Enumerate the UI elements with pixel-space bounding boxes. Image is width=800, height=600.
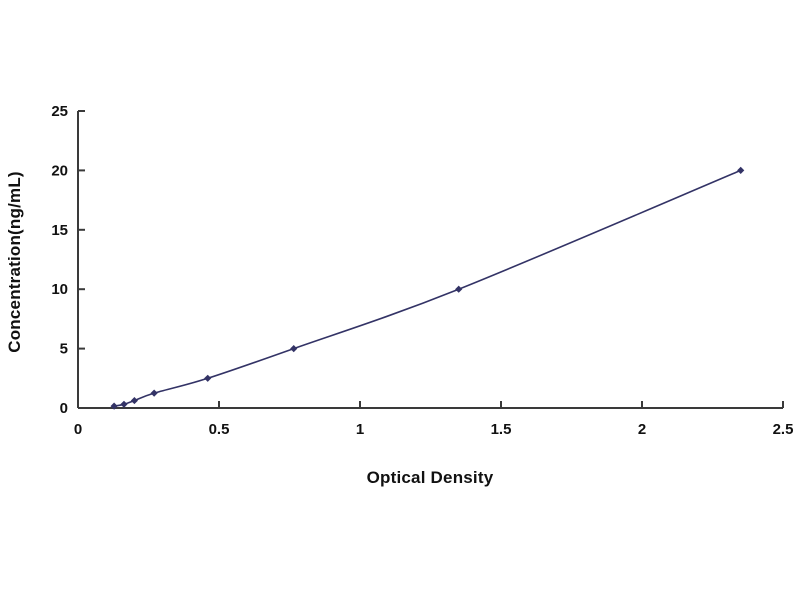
data-point-marker (130, 396, 138, 405)
data-point-marker (737, 166, 745, 174)
data-series-layer (110, 166, 745, 410)
x-axis-tick-labels: 0 0.5 1 1.5 2 2.5 (74, 421, 794, 438)
series-line (113, 169, 742, 407)
axis-lines (77, 111, 783, 409)
x-tick-label: 0.5 (209, 421, 230, 438)
data-point-marker (290, 345, 298, 353)
x-tick-label: 1 (356, 421, 364, 438)
y-axis-tick-labels: 0 5 10 15 20 25 (51, 103, 68, 417)
x-axis-title: Optical Density (367, 468, 494, 487)
data-series (110, 166, 745, 410)
y-axis-title: Concentration(ng/mL) (5, 171, 24, 353)
y-tick-label: 20 (51, 162, 68, 179)
x-tick-label: 0 (74, 421, 82, 438)
x-tick-label: 2.5 (773, 421, 794, 438)
x-tick-label: 2 (638, 421, 646, 438)
x-tick-label: 1.5 (491, 421, 512, 438)
y-tick-label: 5 (60, 341, 68, 358)
y-tick-label: 25 (51, 103, 68, 120)
data-point-marker (150, 389, 158, 397)
data-point-marker (120, 400, 128, 408)
y-tick-label: 10 (51, 281, 68, 298)
data-point-marker (110, 402, 118, 410)
x-axis-ticks (77, 401, 784, 408)
y-axis-ticks (78, 110, 85, 350)
y-tick-label: 15 (51, 222, 68, 239)
data-point-marker (455, 285, 463, 293)
y-tick-label: 0 (60, 400, 68, 417)
data-point-marker (204, 374, 212, 382)
